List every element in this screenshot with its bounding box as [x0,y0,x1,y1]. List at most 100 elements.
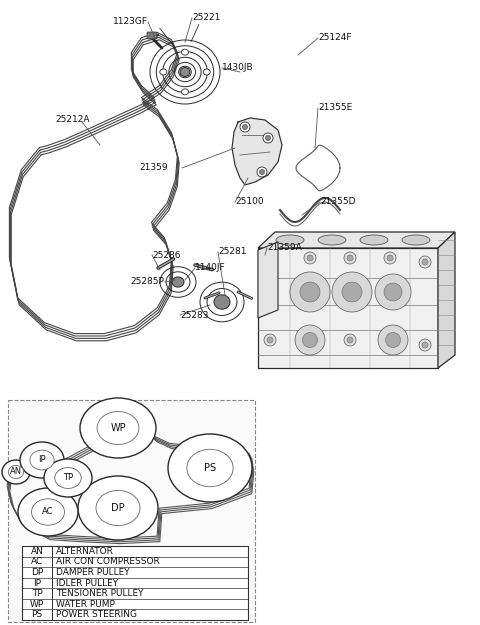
Circle shape [375,274,411,310]
Text: AIR CON COMPRESSOR: AIR CON COMPRESSOR [56,558,160,566]
Circle shape [419,339,431,351]
Circle shape [265,136,271,141]
Text: DP: DP [31,568,43,577]
Circle shape [260,169,264,174]
Ellipse shape [32,499,64,525]
Text: WATER PUMP: WATER PUMP [56,599,115,609]
Circle shape [422,259,428,265]
Text: 21359: 21359 [139,164,168,172]
Circle shape [387,255,393,261]
Circle shape [242,124,248,129]
Ellipse shape [187,449,233,487]
Text: TENSIONER PULLEY: TENSIONER PULLEY [56,589,144,598]
Circle shape [264,334,276,346]
Bar [22,546,248,620]
Circle shape [344,252,356,264]
Ellipse shape [160,69,167,75]
Text: 25285P: 25285P [130,278,164,286]
Ellipse shape [172,277,184,287]
Ellipse shape [360,235,388,245]
Ellipse shape [80,398,156,458]
Text: IP: IP [33,579,41,587]
Circle shape [342,282,362,302]
Text: ALTERNATOR: ALTERNATOR [56,547,114,556]
Ellipse shape [18,488,78,536]
Circle shape [302,332,317,348]
Text: 25100: 25100 [235,198,264,206]
Circle shape [419,256,431,268]
Text: IP: IP [38,456,46,464]
Text: DAMPER PULLEY: DAMPER PULLEY [56,568,130,577]
Text: PS: PS [204,463,216,473]
Ellipse shape [30,450,54,470]
Circle shape [344,334,356,346]
Circle shape [300,282,320,302]
Ellipse shape [168,434,252,502]
Text: 1123GF: 1123GF [113,18,148,26]
Text: 1140JF: 1140JF [195,264,226,272]
Circle shape [384,252,396,264]
Polygon shape [258,242,278,318]
Ellipse shape [55,468,81,489]
FancyBboxPatch shape [147,32,157,39]
Circle shape [307,255,313,261]
Circle shape [347,337,353,343]
Text: AN: AN [10,468,22,476]
Ellipse shape [318,235,346,245]
Circle shape [290,272,330,312]
Circle shape [257,167,267,177]
Circle shape [384,334,396,346]
Text: AC: AC [42,508,54,516]
Text: AC: AC [31,558,43,566]
Text: WP: WP [30,599,44,609]
Circle shape [332,272,372,312]
Text: TP: TP [63,474,73,482]
Bar [8,400,255,622]
Polygon shape [232,118,282,185]
Ellipse shape [97,411,139,444]
Ellipse shape [276,235,304,245]
Ellipse shape [214,295,230,309]
Text: PS: PS [31,610,43,619]
Text: WP: WP [110,423,126,433]
Text: TP: TP [32,589,42,598]
Circle shape [267,255,273,261]
Circle shape [263,133,273,143]
Circle shape [385,332,400,348]
Text: AN: AN [31,547,43,556]
Ellipse shape [78,476,158,540]
Text: IDLER PULLEY: IDLER PULLEY [56,579,118,587]
Text: 1430JB: 1430JB [222,64,253,72]
Text: DP: DP [111,503,125,513]
Text: 25212A: 25212A [55,116,89,124]
Circle shape [295,325,325,355]
Text: 25281: 25281 [218,248,247,256]
Ellipse shape [402,235,430,245]
Ellipse shape [8,466,24,479]
Text: 25283: 25283 [180,311,208,319]
Ellipse shape [20,442,64,478]
Circle shape [304,252,316,264]
Text: 21359A: 21359A [267,244,302,252]
Text: 25124F: 25124F [318,34,351,42]
Polygon shape [258,232,455,248]
Polygon shape [258,248,438,368]
Text: POWER STEERING: POWER STEERING [56,610,137,619]
Circle shape [422,342,428,348]
Ellipse shape [96,491,140,526]
Polygon shape [438,232,455,368]
Circle shape [378,325,408,355]
Text: 25221: 25221 [192,14,220,22]
Circle shape [304,334,316,346]
Circle shape [384,283,402,301]
Circle shape [267,337,273,343]
Circle shape [347,255,353,261]
Ellipse shape [203,69,210,75]
Circle shape [240,122,250,132]
Text: 21355E: 21355E [318,104,352,112]
Circle shape [264,252,276,264]
Ellipse shape [44,459,92,497]
Ellipse shape [181,49,189,55]
Circle shape [387,337,393,343]
Ellipse shape [180,68,190,76]
